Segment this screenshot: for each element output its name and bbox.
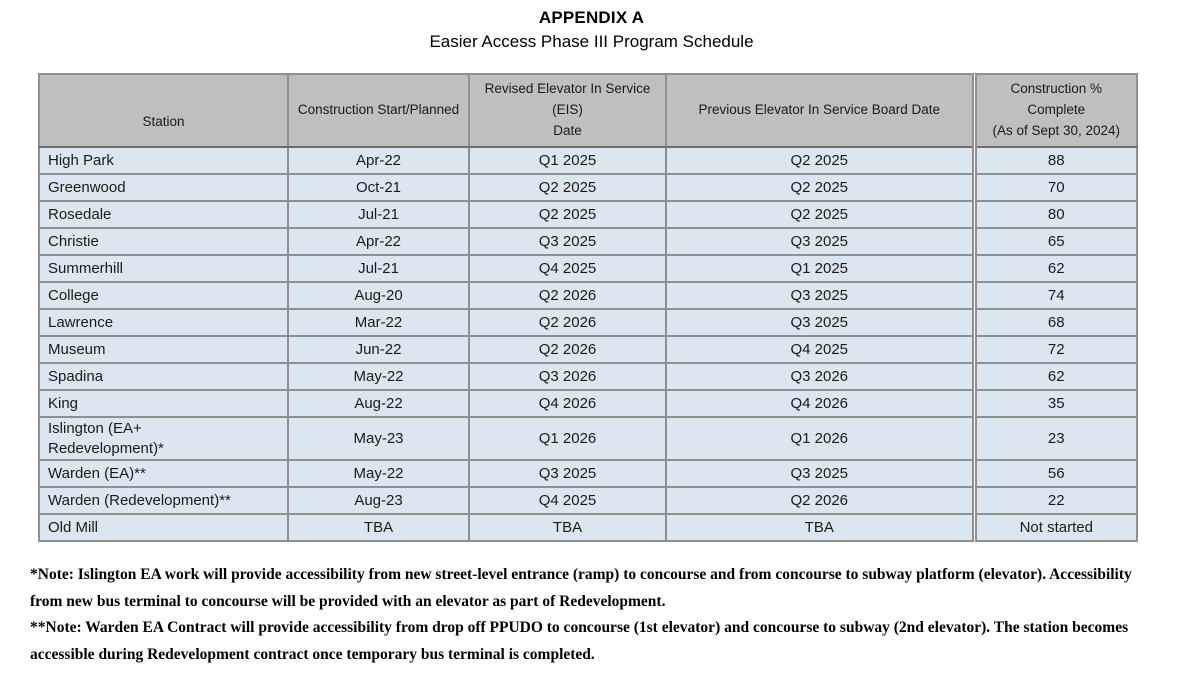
station-name: Spadina <box>38 362 289 391</box>
table-row: Islington (EA+ Redevelopment)* May-23 Q1 2… <box>38 416 1138 461</box>
revised-eis-date: Q1 2025 <box>468 146 667 175</box>
table-row: Summerhill Jul-21 Q4 2025 Q1 2025 62 <box>38 254 1138 283</box>
previous-board-date: Q3 2025 <box>665 227 975 256</box>
previous-board-date: Q3 2025 <box>665 281 975 310</box>
revised-eis-date: Q4 2026 <box>468 389 667 418</box>
footnotes: *Note: Islington EA work will provide ac… <box>30 562 1155 669</box>
table-row: Warden (EA)** May-22 Q3 2025 Q3 2025 56 <box>38 459 1138 488</box>
construction-start: Oct-21 <box>287 173 470 202</box>
construction-start: Jun-22 <box>287 335 470 364</box>
revised-eis-date: TBA <box>468 513 667 542</box>
previous-board-date: Q1 2026 <box>665 416 975 461</box>
percent-complete: 35 <box>971 389 1138 418</box>
station-name: Christie <box>38 227 289 256</box>
revised-eis-date: Q3 2025 <box>468 227 667 256</box>
page-title: APPENDIX A <box>538 8 645 27</box>
revised-eis-date: Q2 2026 <box>468 335 667 364</box>
column-header-percent-complete: Construction % Complete (As of Sept 30, … <box>971 73 1138 148</box>
revised-eis-date: Q2 2026 <box>468 281 667 310</box>
table-row: Old Mill TBA TBA TBA Not started <box>38 513 1138 542</box>
previous-board-date: TBA <box>665 513 975 542</box>
revised-eis-date: Q4 2025 <box>468 486 667 515</box>
revised-eis-date: Q2 2025 <box>468 173 667 202</box>
percent-complete: 72 <box>971 335 1138 364</box>
previous-board-date: Q2 2026 <box>665 486 975 515</box>
station-name: High Park <box>38 146 289 175</box>
revised-eis-date: Q2 2025 <box>468 200 667 229</box>
title-block: APPENDIX A Easier Access Phase III Progr… <box>0 0 1183 52</box>
construction-start: Aug-22 <box>287 389 470 418</box>
percent-complete: 56 <box>971 459 1138 488</box>
previous-board-date: Q1 2025 <box>665 254 975 283</box>
percent-complete: 22 <box>971 486 1138 515</box>
construction-start: May-22 <box>287 362 470 391</box>
station-name: Warden (Redevelopment)** <box>38 486 289 515</box>
percent-complete: 68 <box>971 308 1138 337</box>
revised-eis-date: Q3 2025 <box>468 459 667 488</box>
revised-eis-date: Q3 2026 <box>468 362 667 391</box>
percent-complete: 70 <box>971 173 1138 202</box>
construction-start: Jul-21 <box>287 254 470 283</box>
construction-start: Apr-22 <box>287 227 470 256</box>
construction-start: Apr-22 <box>287 146 470 175</box>
percent-complete: 62 <box>971 362 1138 391</box>
previous-board-date: Q2 2025 <box>665 146 975 175</box>
previous-board-date: Q3 2025 <box>665 308 975 337</box>
header-row: Station Construction Start/Planned Revis… <box>38 73 1138 148</box>
footnote-islington: *Note: Islington EA work will provide ac… <box>30 566 1132 610</box>
station-name: Lawrence <box>38 308 289 337</box>
table-row: College Aug-20 Q2 2026 Q3 2025 74 <box>38 281 1138 310</box>
table-row: Spadina May-22 Q3 2026 Q3 2026 62 <box>38 362 1138 391</box>
station-name: Greenwood <box>38 173 289 202</box>
percent-complete: 23 <box>971 416 1138 461</box>
construction-start: Aug-23 <box>287 486 470 515</box>
column-header-station: Station <box>38 73 289 148</box>
station-name: King <box>38 389 289 418</box>
table-row: Greenwood Oct-21 Q2 2025 Q2 2025 70 <box>38 173 1138 202</box>
table-body: High Park Apr-22 Q1 2025 Q2 2025 88 Greenwood… <box>38 146 1138 542</box>
footnote-warden: **Note: Warden EA Contract will provide … <box>30 619 1129 663</box>
station-name: Museum <box>38 335 289 364</box>
percent-complete: 74 <box>971 281 1138 310</box>
table-row: High Park Apr-22 Q1 2025 Q2 2025 88 <box>38 146 1138 175</box>
station-name: Rosedale <box>38 200 289 229</box>
construction-start: Mar-22 <box>287 308 470 337</box>
construction-start: Aug-20 <box>287 281 470 310</box>
station-name: College <box>38 281 289 310</box>
table-row: Lawrence Mar-22 Q2 2026 Q3 2025 68 <box>38 308 1138 337</box>
column-header-revised-eis-date: Revised Elevator In Service (EIS) Date <box>468 73 667 148</box>
table-row: Warden (Redevelopment)** Aug-23 Q4 2025 Q2 … <box>38 486 1138 515</box>
previous-board-date: Q3 2026 <box>665 362 975 391</box>
percent-complete: 62 <box>971 254 1138 283</box>
construction-start: TBA <box>287 513 470 542</box>
station-name: Old Mill <box>38 513 289 542</box>
revised-eis-date: Q2 2026 <box>468 308 667 337</box>
table-row: Christie Apr-22 Q3 2025 Q3 2025 65 <box>38 227 1138 256</box>
station-name: Summerhill <box>38 254 289 283</box>
previous-board-date: Q4 2025 <box>665 335 975 364</box>
construction-start: May-22 <box>287 459 470 488</box>
column-header-previous-board-date: Previous Elevator In Service Board Date <box>665 73 975 148</box>
previous-board-date: Q4 2026 <box>665 389 975 418</box>
revised-eis-date: Q1 2026 <box>468 416 667 461</box>
percent-complete: 65 <box>971 227 1138 256</box>
previous-board-date: Q2 2025 <box>665 200 975 229</box>
station-name: Warden (EA)** <box>38 459 289 488</box>
table-row: Museum Jun-22 Q2 2026 Q4 2025 72 <box>38 335 1138 364</box>
column-header-construction-start: Construction Start/Planned <box>287 73 470 148</box>
percent-complete: Not started <box>971 513 1138 542</box>
table-row: King Aug-22 Q4 2026 Q4 2026 35 <box>38 389 1138 418</box>
table-row: Rosedale Jul-21 Q2 2025 Q2 2025 80 <box>38 200 1138 229</box>
construction-start: Jul-21 <box>287 200 470 229</box>
page-subtitle: Easier Access Phase III Program Schedule <box>429 32 754 51</box>
percent-complete: 80 <box>971 200 1138 229</box>
previous-board-date: Q2 2025 <box>665 173 975 202</box>
revised-eis-date: Q4 2025 <box>468 254 667 283</box>
percent-complete: 88 <box>971 146 1138 175</box>
station-name: Islington (EA+ Redevelopment)* <box>38 416 289 461</box>
construction-start: May-23 <box>287 416 470 461</box>
schedule-table: Station Construction Start/Planned Revis… <box>38 73 1138 542</box>
previous-board-date: Q3 2025 <box>665 459 975 488</box>
